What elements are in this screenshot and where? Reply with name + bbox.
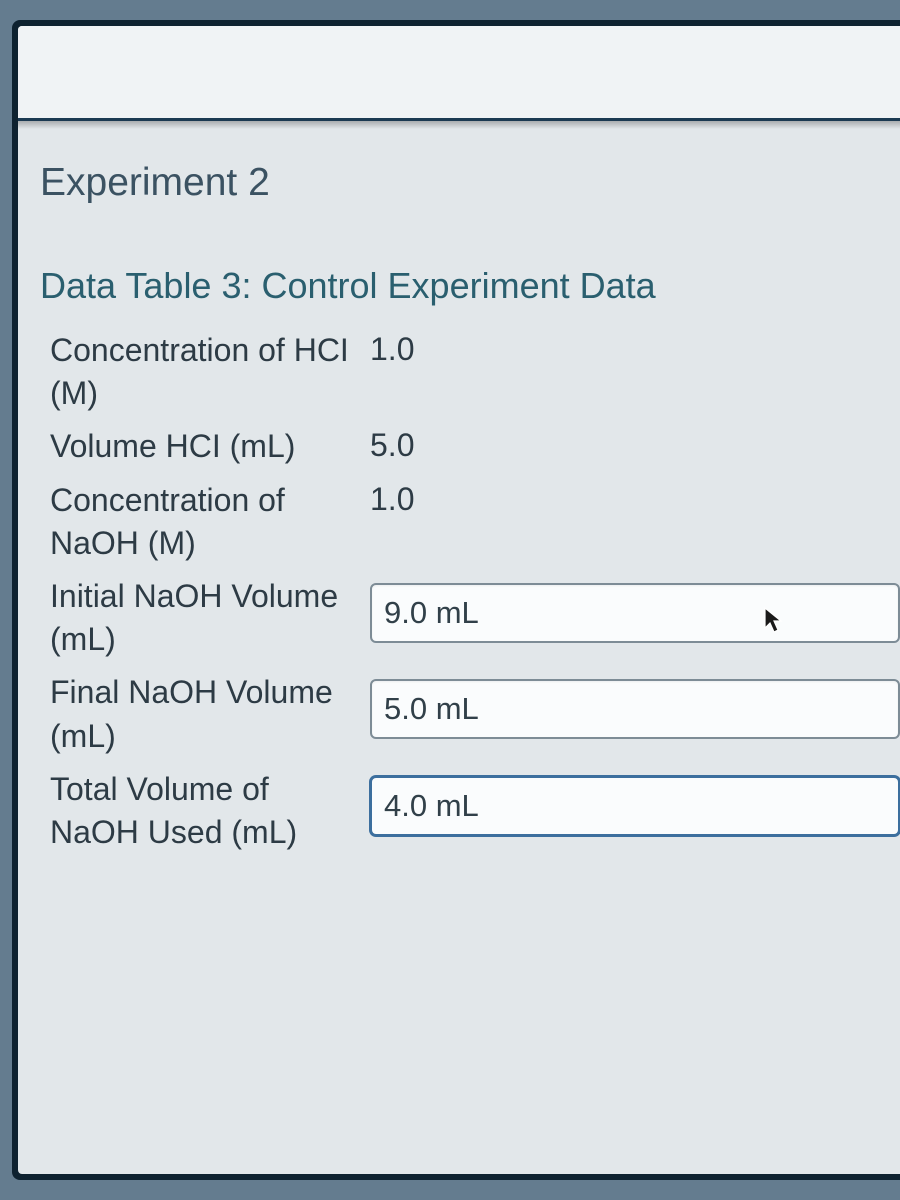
row-value: 1.0 [370,479,414,518]
row-label: Initial NaOH Volume (mL) [50,575,370,661]
table-row: Final NaOH Volume (mL) [50,671,900,757]
final-naoh-input[interactable] [370,679,900,739]
row-label: Concentration of HCI (M) [50,329,370,415]
table-row: Total Volume of NaOH Used (mL) [50,768,900,854]
initial-naoh-input[interactable] [370,583,900,643]
row-label: Final NaOH Volume (mL) [50,671,370,757]
row-label: Volume HCI (mL) [50,425,370,468]
experiment-title: Experiment 2 [40,161,900,205]
table-row: Concentration of NaOH (M) 1.0 [50,479,900,565]
row-label: Total Volume of NaOH Used (mL) [50,768,370,854]
row-value: 1.0 [370,329,414,368]
total-naoh-input[interactable] [370,776,900,836]
data-table: Concentration of HCI (M) 1.0 Volume HCI … [50,329,900,854]
table-row: Volume HCI (mL) 5.0 [50,425,900,468]
table-row: Concentration of HCI (M) 1.0 [50,329,900,415]
row-value: 5.0 [370,425,414,464]
header-shadow [18,121,900,129]
table-row: Initial NaOH Volume (mL) [50,575,900,661]
main-content: Experiment 2 Data Table 3: Control Exper… [18,129,900,854]
window-header [18,26,900,121]
table-title: Data Table 3: Control Experiment Data [40,265,900,307]
row-label: Concentration of NaOH (M) [50,479,370,565]
